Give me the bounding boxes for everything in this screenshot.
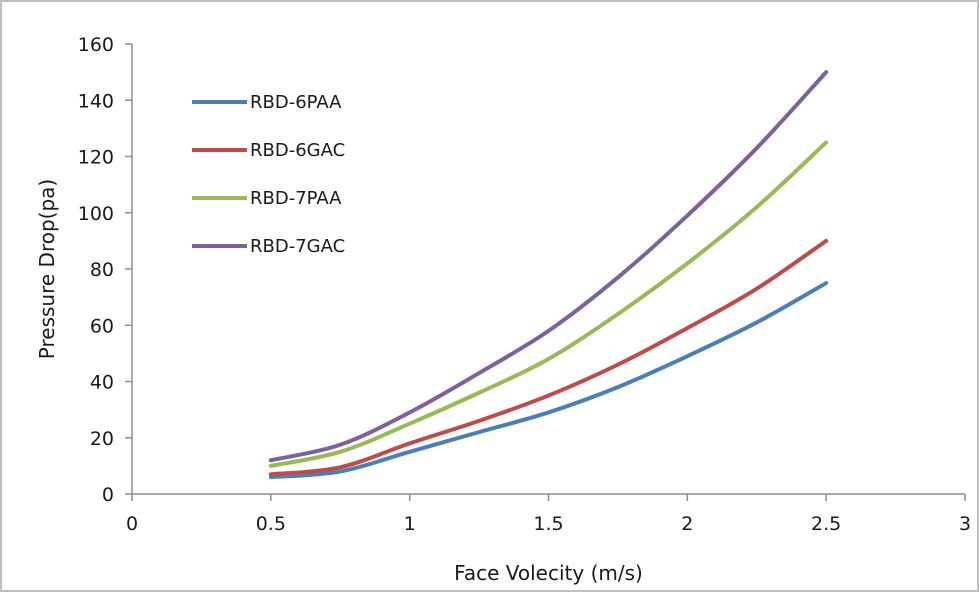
x-tick-label: 1.5 [533, 513, 563, 535]
series-line-rbd-6gac [268, 238, 829, 477]
y-tick-label: 140 [78, 90, 114, 112]
y-tick-label: 60 [90, 315, 114, 337]
x-tick-label: 3 [959, 513, 971, 535]
x-tick-label: 2.5 [811, 513, 841, 535]
series-line-rbd-7gac [268, 70, 829, 463]
x-tick-label: 2 [681, 513, 693, 535]
x-axis-title: Face Volecity (m/s) [454, 561, 643, 585]
y-tick-label: 160 [78, 34, 114, 56]
y-tick-label: 20 [90, 428, 114, 450]
y-tick-label: 0 [102, 484, 114, 506]
legend: RBD-6PAA RBD-6GAC RBD-7PAA RBD-7GAC [192, 92, 345, 257]
series-line-rbd-7paa [268, 140, 829, 468]
legend-label-rbd-6paa: RBD-6PAA [250, 92, 342, 113]
y-tick-label: 80 [90, 259, 114, 281]
series-layer [268, 70, 829, 480]
y-tick-label: 40 [90, 372, 114, 394]
y-axis-title: Pressure Drop(pa) [35, 179, 59, 359]
legend-label-rbd-6gac: RBD-6GAC [250, 140, 345, 161]
series-line-rbd-6paa [268, 281, 829, 480]
legend-label-rbd-7paa: RBD-7PAA [250, 188, 342, 209]
x-tick-label: 0.5 [256, 513, 286, 535]
x-tick-label: 1 [404, 513, 416, 535]
y-tick-label: 120 [78, 147, 114, 169]
legend-label-rbd-7gac: RBD-7GAC [250, 236, 345, 257]
y-tick-label: 100 [78, 203, 114, 225]
x-tick-label: 0 [126, 513, 138, 535]
axes: 0 20 40 60 80 100 120 140 160 0 0.5 1 1.5 2 2.5 3 [78, 34, 971, 535]
